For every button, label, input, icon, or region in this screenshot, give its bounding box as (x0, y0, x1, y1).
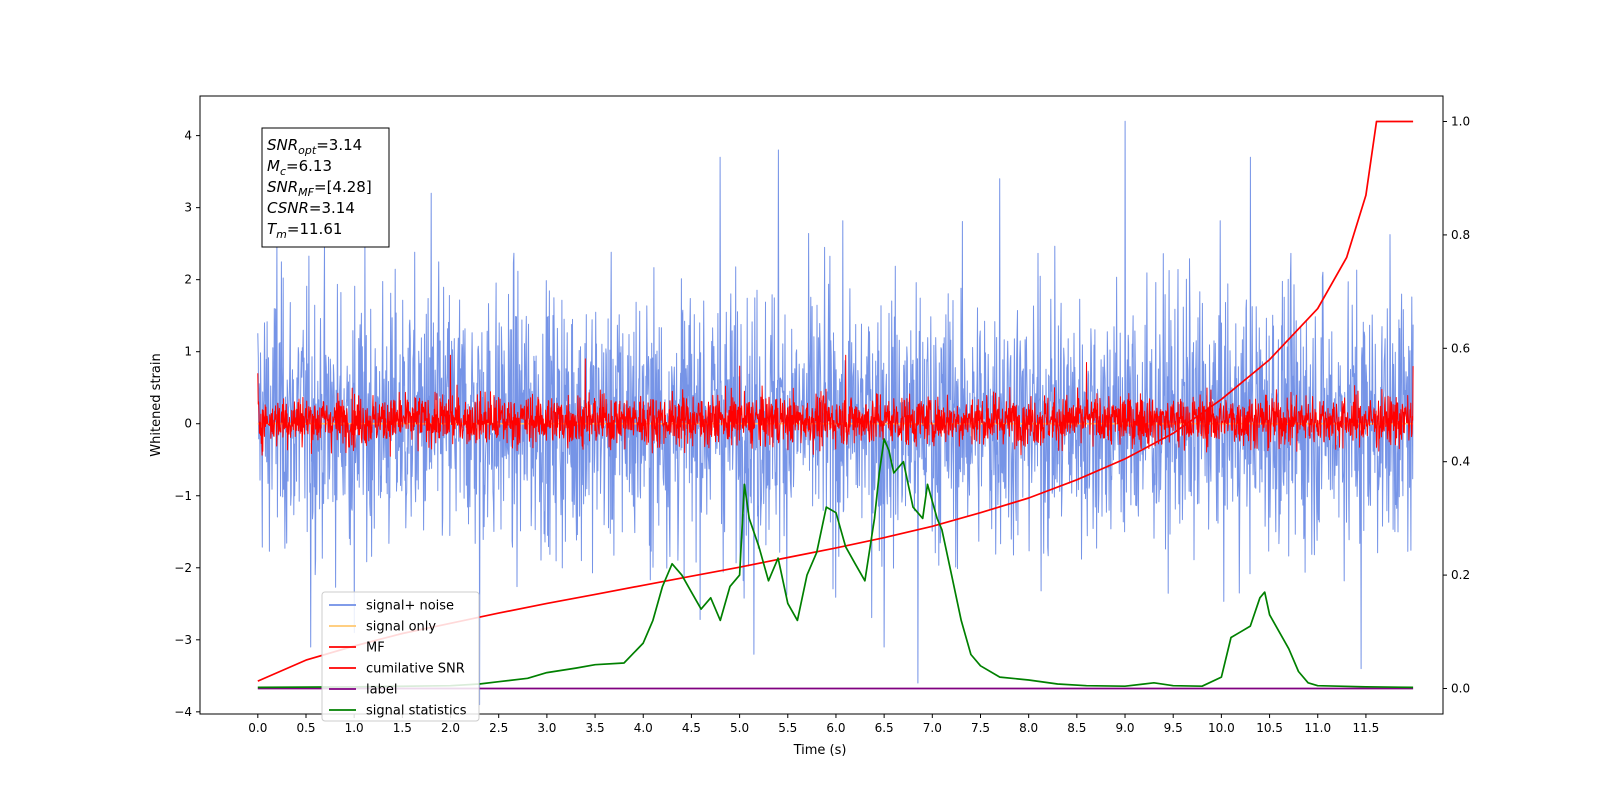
y-right-tick-label: 1.0 (1451, 115, 1470, 129)
y-right-tick-label: 0.8 (1451, 228, 1470, 242)
annotation-line: SNRopt=3.14 (267, 136, 362, 157)
x-tick-label: 4.0 (634, 721, 653, 735)
y-tick-label: 3 (184, 201, 192, 215)
x-tick-label: 1.0 (345, 721, 364, 735)
y-tick-label: 2 (184, 273, 192, 287)
y-tick-label: 0 (184, 417, 192, 431)
y-right-tick-label: 0.2 (1451, 568, 1470, 582)
x-tick-label: 8.0 (1019, 721, 1038, 735)
x-tick-label: 2.0 (441, 721, 460, 735)
y-tick-label: 4 (184, 129, 192, 143)
y-tick-label: −3 (174, 633, 192, 647)
x-tick-label: 3.0 (537, 721, 556, 735)
x-tick-label: 11.5 (1353, 721, 1380, 735)
legend-label-signal-noise: signal+ noise (366, 599, 454, 614)
x-tick-label: 6.0 (826, 721, 845, 735)
y-tick-label: −4 (174, 705, 192, 719)
annotation-frame (261, 127, 390, 248)
x-tick-label: 0.0 (248, 721, 267, 735)
y-tick-label: −1 (174, 489, 192, 503)
x-tick-label: 2.5 (489, 721, 508, 735)
y-tick-label: −2 (174, 561, 192, 575)
x-tick-label: 1.5 (393, 721, 412, 735)
y-right-tick-label: 0.4 (1451, 455, 1470, 469)
x-tick-label: 7.5 (971, 721, 990, 735)
y-tick-label: 1 (184, 345, 192, 359)
legend-frame (321, 591, 480, 722)
y-axis-right: 0.0 0.2 0.4 0.6 0.8 1.0 (1443, 115, 1470, 695)
x-tick-label: 0.5 (296, 721, 315, 735)
x-axis: 0.0 0.5 1.0 1.5 2.0 2.5 3.0 3.5 4.0 4.5 5.0 5.5 6.0 6… (248, 714, 1379, 735)
legend-label-signal-statistics: signal statistics (366, 704, 467, 719)
y-right-tick-label: 0.6 (1451, 341, 1470, 355)
y-axis-left: −4 −3 −2 −1 0 1 2 3 4 (174, 129, 200, 719)
x-tick-label: 4.5 (682, 721, 701, 735)
x-axis-label: Time (s) (793, 743, 847, 758)
annotation-line: Mc=6.13 (267, 157, 332, 178)
legend-label-label: label (366, 683, 397, 698)
x-tick-label: 5.5 (778, 721, 797, 735)
x-tick-label: 6.5 (875, 721, 894, 735)
series-mf (257, 354, 1414, 457)
plot-frame (199, 95, 1444, 715)
legend-label-cumilative-snr: cumilative SNR (366, 662, 465, 677)
x-tick-label: 5.0 (730, 721, 749, 735)
x-tick-label: 3.5 (586, 721, 605, 735)
legend-label-mf: MF (366, 641, 385, 656)
series-signal-statistics (257, 438, 1414, 689)
y-axis-label: Whitened strain (149, 353, 164, 456)
x-tick-label: 8.5 (1067, 721, 1086, 735)
x-tick-label: 10.5 (1256, 721, 1283, 735)
annotation-line: Tm=11.61 (267, 220, 342, 241)
legend-label-signal-only: signal only (366, 620, 436, 635)
x-tick-label: 9.5 (1164, 721, 1183, 735)
x-tick-label: 11.0 (1304, 721, 1331, 735)
annotation-line: SNRMF=[4.28] (267, 178, 372, 199)
y-right-tick-label: 0.0 (1451, 681, 1470, 695)
x-tick-label: 10.0 (1208, 721, 1235, 735)
x-tick-label: 9.0 (1115, 721, 1134, 735)
x-tick-label: 7.0 (923, 721, 942, 735)
legend: signal+ noise signal only MF cumilative SNR… (321, 591, 480, 722)
annotation-line: CSNR=3.14 (267, 199, 355, 217)
